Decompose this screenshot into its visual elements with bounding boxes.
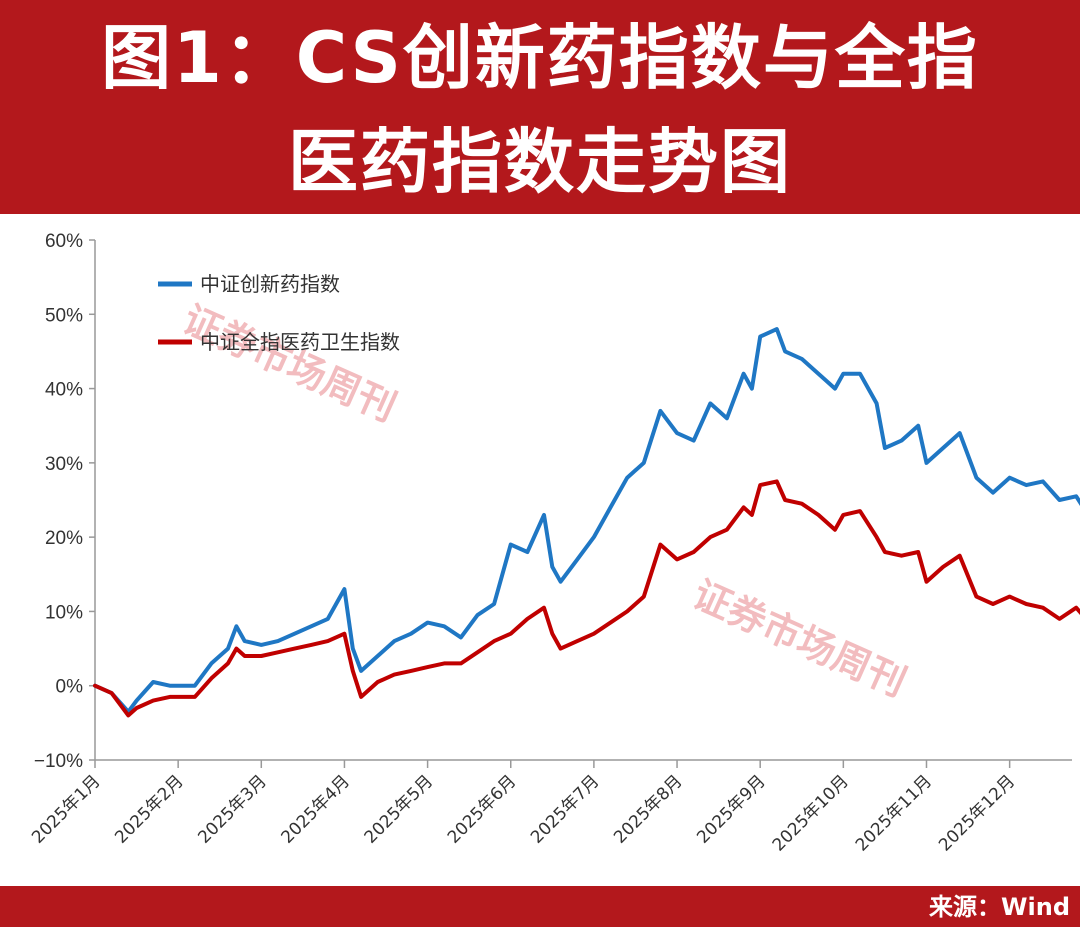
y-tick-label: 10% — [45, 602, 83, 623]
x-tick-label: 2025年3月 — [194, 771, 270, 847]
y-tick-label: 50% — [45, 305, 83, 326]
series-line-2 — [93, 479, 1080, 718]
plot-panel: 证券市场周刊 证券市场周刊 60% 50% 40% 30% 20% 10% 0% −10% 2025… — [0, 214, 1080, 886]
x-tick-label: 2025年6月 — [444, 771, 520, 847]
y-tick-label: 20% — [45, 528, 83, 549]
x-tick-label: 2025年10月 — [769, 771, 853, 855]
y-tick-label: 0% — [56, 677, 84, 698]
legend-label-2: 中证全指医药卫生指数 — [200, 330, 400, 354]
watermark-text: 证券市场周刊 — [686, 571, 913, 705]
y-tick-label: 60% — [45, 231, 83, 252]
x-tick-label: 2025年12月 — [935, 771, 1019, 855]
x-tick-label: 2025年9月 — [693, 771, 769, 847]
x-tick-label: 2025年5月 — [361, 771, 437, 847]
x-tick-label: 2025年8月 — [610, 771, 686, 847]
y-tick-label: 30% — [45, 454, 83, 475]
x-tick-label: 2025年4月 — [278, 771, 354, 847]
x-tick-label: 2025年7月 — [527, 771, 603, 847]
x-tick-label: 2025年1月 — [28, 771, 104, 847]
title-line-1: 图1：CS创新药指数与全指 — [101, 17, 979, 99]
title-line-2: 医药指数走势图 — [288, 121, 792, 203]
chart-title: 图1：CS创新药指数与全指 医药指数走势图 — [0, 0, 1080, 214]
line-chart: 证券市场周刊证券市场周刊60%50%40%30%20%10%0%−10%2025… — [28, 231, 1080, 855]
y-tick-label: 40% — [45, 380, 83, 401]
x-tick-label: 2025年11月 — [852, 771, 936, 855]
series-line-1 — [93, 327, 1080, 714]
x-tick-label: 2025年2月 — [111, 771, 187, 847]
source-note: 来源：Wind — [929, 893, 1070, 921]
y-tick-label: −10% — [34, 751, 83, 772]
legend-label-1: 中证创新药指数 — [200, 272, 340, 296]
watermark-text: 证券市场周刊 — [176, 296, 403, 430]
